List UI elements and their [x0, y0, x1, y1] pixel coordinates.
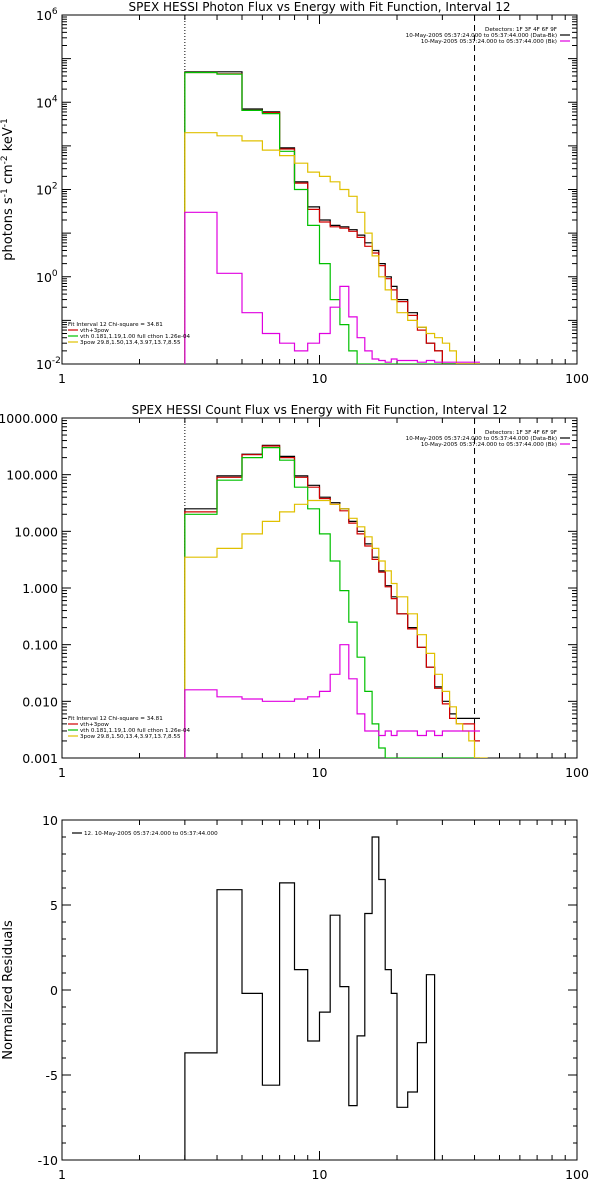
y-tick-label: -5 [46, 1068, 58, 1083]
plot-frame [61, 14, 578, 365]
y-tick-label: 1000.000 [0, 411, 58, 426]
legend-entry: 10-May-2005 05:37:24.000 to 05:37:44.000… [406, 436, 557, 442]
y-tick-label: 10.000 [14, 524, 58, 539]
series-data-bk [184, 444, 480, 758]
y-tick-base: 10 [36, 270, 52, 285]
chart-title: SPEX HESSI Count Flux vs Energy with Fit… [132, 403, 508, 417]
legend-entry: vth 0.181,1.19,1.00 full cthon 1.26e-04 [80, 334, 191, 340]
y-tick-exponent: 2 [52, 182, 58, 192]
y-axis-label-part: photons s [1, 197, 16, 261]
plot-area [184, 444, 488, 758]
y-tick-label: 10 [42, 813, 58, 828]
series-vth-3pow [184, 71, 480, 364]
x-tick-label: 100 [565, 765, 589, 780]
y-tick-label: 10-2 [36, 356, 61, 372]
plot-area [184, 836, 436, 1160]
y-tick-label: 102 [36, 182, 58, 198]
x-tick-label: 10 [312, 1167, 328, 1182]
x-tick-label: 1 [58, 1167, 66, 1182]
series-bk [184, 211, 480, 364]
x-tick-label: 10 [312, 765, 328, 780]
x-tick-label: 1 [58, 371, 66, 386]
x-tick-label: 1 [58, 765, 66, 780]
legend-entry: 10-May-2005 05:37:24.000 to 05:37:44.000… [406, 33, 557, 39]
y-axis-label-part: -1 [0, 188, 10, 197]
y-tick-label: 0.100 [22, 638, 58, 653]
legend-entry: Fit Interval 12 Chi-square = 34.81 [68, 716, 163, 722]
y-tick-label: 100 [36, 269, 58, 285]
y-axis-label-part: -1 [0, 118, 10, 127]
y-tick-label: 104 [36, 94, 58, 110]
series-3pow [184, 499, 488, 758]
legend-entry: 10-May-2005 05:37:24.000 to 05:37:44.000… [421, 442, 557, 448]
legend-entry: 3pow 29.8,1.50,13.4,3.97,13.7,8.55 [80, 340, 181, 346]
legend-entry: Detectors: 1F 3F 4F 6F 9F [485, 27, 557, 33]
y-tick-label: 1.000 [22, 581, 58, 596]
y-tick-exponent: -2 [52, 356, 61, 366]
chart-title: SPEX HESSI Photon Flux vs Energy with Fi… [129, 0, 511, 14]
legend-entry: 12. 10-May-2005 05:37:24.000 to 05:37:44… [84, 831, 218, 837]
y-tick-exponent: 0 [52, 269, 58, 279]
series-vth [184, 71, 480, 364]
y-tick-exponent: 6 [52, 7, 58, 17]
legend-entry: Fit Interval 12 Chi-square = 34.81 [68, 322, 163, 328]
legend-entry: vth 0.181,1.19,1.00 full cthon 1.26e-04 [80, 728, 191, 734]
chart-panel-3: 1 10 100 -10 -5 0 5 10 Normalized Residuals 12. 1… [1, 813, 589, 1182]
chart-panel-1: SPEX HESSI Photon Flux vs Energy with Fi… [0, 0, 589, 386]
legend-entry: 10-May-2005 05:37:24.000 to 05:37:44.000… [421, 39, 557, 45]
legend-entry: 3pow 29.8,1.50,13.4,3.97,13.7,8.55 [80, 734, 181, 740]
y-tick-label: 0.010 [22, 694, 58, 709]
y-tick-exponent: 4 [52, 94, 58, 104]
series-vth-3pow [184, 445, 480, 758]
x-tick-label: 100 [565, 1167, 589, 1182]
y-tick-label: 100.000 [6, 468, 58, 483]
legend-entry: vth+3pow [80, 722, 109, 728]
y-tick-label: -10 [38, 1153, 58, 1168]
y-tick-base: 10 [36, 183, 52, 198]
series-3pow [184, 132, 480, 364]
y-tick-label: 5 [50, 898, 58, 913]
y-axis-label: Normalized Residuals [1, 920, 16, 1060]
y-tick-label: 0.001 [22, 751, 58, 766]
y-axis-label-part: keV [1, 127, 16, 155]
y-tick-label: 106 [36, 7, 58, 23]
y-tick-label: 0 [50, 983, 58, 998]
y-axis-label: photons s-1 cm-2 keV-1 [0, 118, 16, 260]
y-axis-label-part: cm [1, 164, 16, 188]
legend-entry: vth+3pow [80, 328, 109, 334]
plot-frame [61, 819, 578, 1161]
x-tick-label: 100 [565, 371, 589, 386]
plot-area [184, 71, 480, 364]
y-axis-label-part: -2 [0, 155, 10, 164]
legend-entry: Detectors: 1F 3F 4F 6F 9F [485, 430, 557, 436]
series-bk [184, 644, 480, 758]
y-tick-base: 10 [36, 8, 52, 23]
x-tick-label: 10 [312, 371, 328, 386]
chart-panel-2: SPEX HESSI Count Flux vs Energy with Fit… [0, 403, 589, 780]
plot-frame [61, 417, 578, 759]
y-tick-base: 10 [36, 95, 52, 110]
series-residuals [184, 836, 436, 1160]
y-tick-base: 10 [36, 357, 52, 372]
series-data-bk [184, 71, 480, 364]
series-vth [184, 447, 480, 758]
